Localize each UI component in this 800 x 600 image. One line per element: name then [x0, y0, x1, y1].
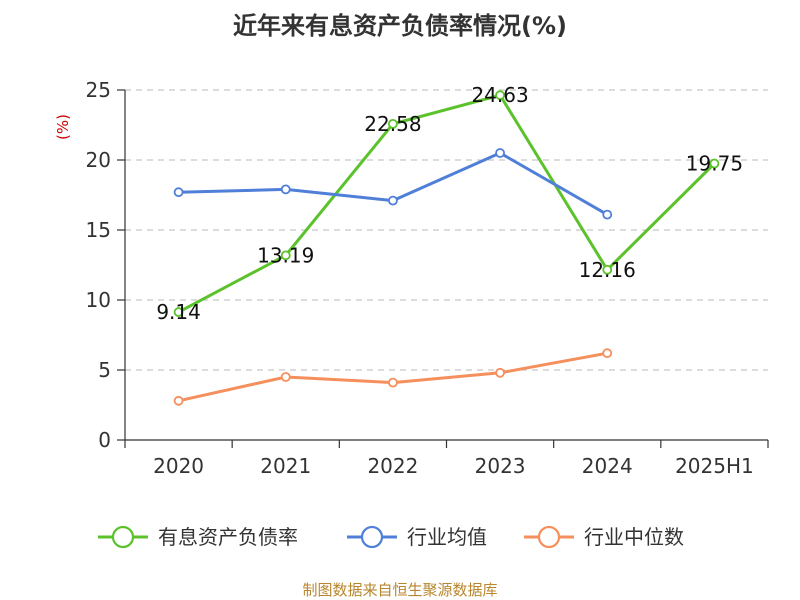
legend-item[interactable]: 有息资产负债率 — [98, 525, 298, 549]
y-axis-ticks: 0 5 10 15 20 25 — [86, 78, 125, 452]
y-tick-label: 20 — [86, 148, 111, 172]
data-point[interactable] — [388, 377, 398, 388]
y-tick-label: 5 — [98, 358, 111, 382]
series-line — [178, 351, 608, 403]
legend-item[interactable]: 行业均值 — [347, 525, 487, 549]
data-label: 24.63 — [471, 83, 528, 107]
y-axis-label: (%) — [54, 114, 72, 140]
x-tick-label: 2020 — [153, 454, 204, 478]
data-label: 13.19 — [257, 243, 314, 267]
data-label: 22.58 — [364, 112, 421, 136]
data-point[interactable] — [709, 158, 720, 169]
source-note: 制图数据来自恒生聚源数据库 — [302, 581, 497, 599]
legend-marker — [537, 525, 561, 549]
x-axis-ticks: 2020 2021 2022 2023 2024 2025H1 — [124, 440, 769, 478]
axes — [124, 90, 768, 441]
data-point[interactable] — [602, 264, 613, 275]
data-point[interactable] — [602, 348, 613, 359]
y-tick-label: 0 — [98, 428, 111, 452]
legend-item[interactable]: 行业中位数 — [524, 525, 684, 549]
data-point[interactable] — [173, 187, 184, 198]
x-tick-label: 2021 — [260, 454, 311, 478]
data-point[interactable] — [280, 184, 291, 195]
legend-marker — [111, 525, 135, 549]
x-tick-label: 2025H1 — [675, 454, 754, 478]
y-tick-label: 15 — [86, 218, 111, 242]
legend-marker — [360, 525, 384, 549]
y-tick-label: 10 — [86, 288, 111, 312]
series-group — [173, 90, 720, 406]
legend-label: 行业中位数 — [584, 525, 684, 549]
data-label: 19.75 — [686, 152, 743, 176]
data-label: 9.14 — [156, 300, 201, 324]
legend[interactable]: 有息资产负债率 行业均值 行业中位数 — [98, 525, 684, 549]
series-line — [177, 93, 716, 314]
data-label: 12.16 — [579, 258, 636, 282]
chart-title: 近年来有息资产负债率情况(%) — [233, 12, 567, 40]
data-point[interactable] — [173, 307, 184, 317]
data-point[interactable] — [280, 250, 291, 261]
grid-lines — [125, 89, 768, 371]
data-point[interactable] — [173, 395, 184, 406]
data-labels: 9.14 13.19 22.58 24.63 12.16 19.75 — [156, 83, 743, 324]
x-tick-label: 2024 — [582, 454, 633, 478]
y-tick-label: 25 — [86, 78, 111, 102]
data-point[interactable] — [495, 90, 505, 101]
data-point[interactable] — [388, 118, 398, 129]
x-tick-label: 2022 — [367, 454, 418, 478]
legend-label: 有息资产负债率 — [158, 525, 298, 549]
data-point[interactable] — [388, 195, 398, 206]
data-point[interactable] — [495, 367, 505, 378]
data-point[interactable] — [280, 372, 291, 382]
x-tick-label: 2023 — [475, 454, 526, 478]
data-point[interactable] — [495, 148, 505, 158]
legend-label: 行业均值 — [407, 525, 487, 549]
data-point[interactable] — [602, 209, 613, 220]
